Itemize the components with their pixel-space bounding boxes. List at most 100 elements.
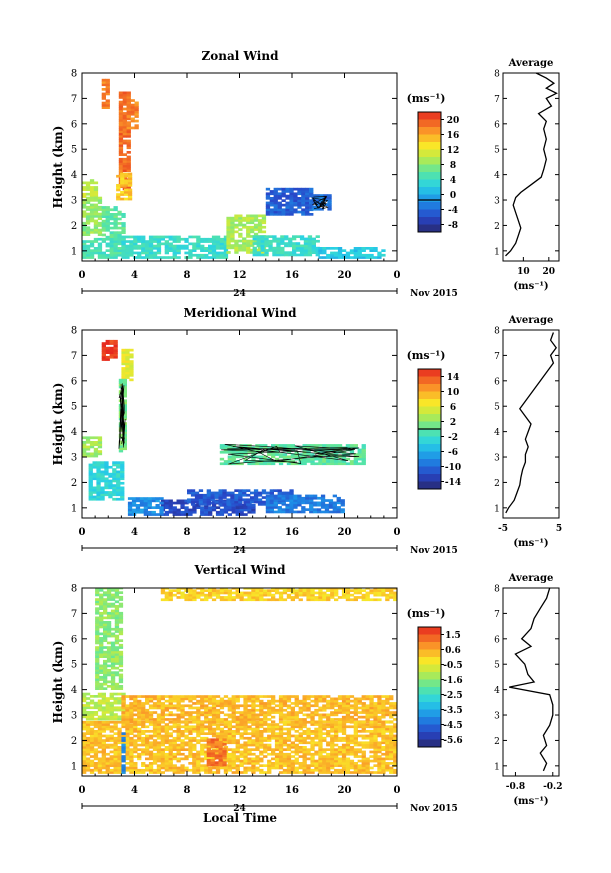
field-cell — [310, 764, 315, 767]
field-cell — [250, 230, 255, 234]
average-y-tick-label: 2 — [494, 222, 500, 232]
field-cell — [235, 508, 240, 512]
field-cell — [235, 768, 240, 772]
colorbar-tick-label: 20 — [447, 116, 460, 126]
field-cell — [219, 718, 225, 721]
field-cell — [361, 768, 366, 772]
field-cell — [152, 757, 158, 761]
field-cell — [310, 723, 315, 726]
field-cell — [353, 727, 358, 731]
field-cell — [168, 237, 173, 241]
field-cell — [164, 766, 169, 770]
field-cell — [277, 491, 282, 495]
field-cell — [95, 634, 100, 638]
field-cell — [357, 706, 362, 710]
field-cell — [145, 708, 150, 712]
field-cell — [164, 249, 169, 252]
field-cell — [99, 666, 104, 670]
field-cell — [341, 702, 347, 705]
field-cell — [121, 743, 126, 747]
field-cell — [114, 650, 120, 654]
field-cell — [176, 734, 181, 738]
field-cell — [145, 720, 150, 724]
field-cell — [294, 739, 299, 742]
field-cell — [101, 720, 106, 724]
field-cell — [148, 251, 154, 255]
field-cell — [95, 602, 100, 606]
field-cell — [196, 730, 201, 733]
field-cell — [95, 655, 100, 658]
field-cell — [152, 762, 158, 765]
field-cell — [97, 436, 103, 440]
field-cell — [114, 634, 120, 638]
field-cell — [114, 646, 120, 649]
field-cell — [211, 695, 217, 698]
field-cell — [373, 759, 378, 763]
field-cell — [238, 246, 243, 250]
field-cell — [114, 611, 120, 615]
field-cell — [105, 256, 110, 259]
field-cell — [337, 718, 343, 721]
field-cell — [377, 253, 382, 257]
field-cell — [265, 499, 271, 502]
field-cell — [141, 244, 146, 248]
field-cell — [263, 764, 268, 767]
field-cell — [330, 462, 335, 466]
field-cell — [110, 648, 116, 652]
field-cell — [184, 508, 189, 512]
field-cell — [238, 216, 243, 220]
field-cell — [231, 759, 236, 763]
field-cell — [269, 213, 274, 216]
field-cell — [95, 627, 100, 631]
field-cell — [238, 498, 243, 502]
field-cell — [101, 697, 106, 700]
field-cell — [129, 720, 134, 724]
field-cell — [297, 190, 302, 193]
x-tick-label: 0 — [394, 527, 401, 538]
field-cell — [192, 771, 197, 774]
field-cell — [361, 766, 366, 770]
field-cell — [239, 713, 244, 717]
field-cell — [285, 206, 290, 209]
field-cell — [269, 499, 274, 502]
field-cell — [97, 762, 103, 765]
field-cell — [239, 736, 244, 740]
field-cell — [93, 203, 99, 207]
field-cell — [310, 730, 315, 733]
field-cell — [99, 593, 104, 597]
field-cell — [168, 242, 173, 246]
field-cell — [106, 657, 112, 661]
field-cell — [349, 706, 355, 710]
field-cell — [156, 256, 162, 259]
field-cell — [121, 355, 126, 359]
field-cell — [145, 715, 150, 719]
field-cell — [89, 452, 95, 456]
field-cell — [222, 503, 227, 506]
field-cell — [357, 455, 362, 459]
field-cell — [278, 741, 284, 745]
field-cell — [110, 687, 116, 690]
field-cell — [194, 498, 200, 502]
field-cell — [97, 746, 103, 749]
field-cell — [133, 730, 138, 733]
field-cell — [85, 192, 91, 196]
field-cell — [227, 736, 232, 740]
field-cell — [337, 723, 343, 726]
field-cell — [139, 504, 145, 507]
field-cell — [137, 748, 142, 751]
field-cell — [322, 462, 327, 466]
field-cell — [290, 771, 295, 774]
field-cell — [251, 759, 256, 763]
field-cell — [204, 750, 209, 754]
field-cell — [126, 108, 131, 111]
field-cell — [168, 743, 173, 747]
field-cell — [373, 720, 378, 724]
field-cell — [215, 591, 221, 595]
field-cell — [125, 720, 130, 724]
field-cell — [294, 746, 299, 749]
field-cell — [103, 669, 108, 672]
field-cell — [126, 91, 131, 95]
field-cell — [218, 752, 223, 755]
field-cell — [109, 759, 114, 763]
field-cell — [377, 695, 382, 698]
